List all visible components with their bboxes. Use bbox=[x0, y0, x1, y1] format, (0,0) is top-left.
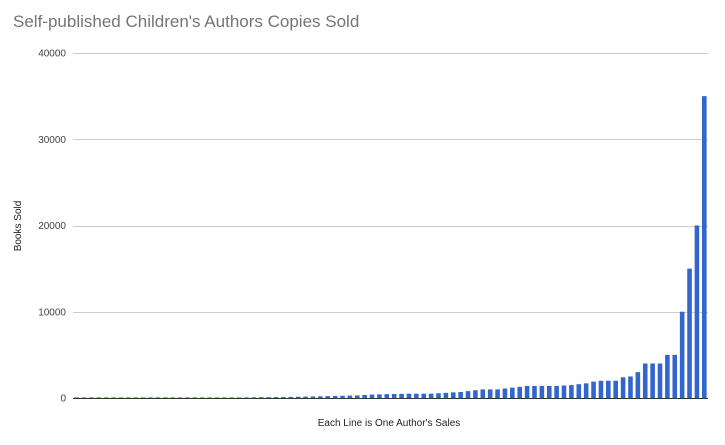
bar bbox=[118, 397, 124, 398]
bar bbox=[561, 385, 567, 398]
bar bbox=[192, 397, 198, 398]
bar bbox=[679, 311, 685, 398]
bar bbox=[650, 363, 655, 398]
bar bbox=[524, 385, 530, 398]
bar bbox=[665, 354, 670, 399]
bar bbox=[628, 376, 633, 398]
y-axis-label: Books Sold bbox=[13, 201, 24, 252]
bar bbox=[384, 394, 390, 398]
bar bbox=[642, 363, 648, 398]
bar bbox=[325, 396, 331, 398]
bar bbox=[694, 225, 700, 398]
bar bbox=[657, 363, 663, 398]
bar bbox=[140, 397, 146, 398]
bar bbox=[421, 393, 427, 398]
bar bbox=[251, 397, 257, 398]
y-tick-label: 0 bbox=[60, 394, 66, 405]
bar bbox=[569, 385, 574, 398]
bar bbox=[436, 393, 441, 398]
bar bbox=[185, 397, 190, 398]
bar bbox=[546, 385, 552, 398]
bar bbox=[244, 397, 249, 398]
bar bbox=[354, 395, 360, 398]
bar bbox=[606, 380, 611, 398]
bar bbox=[362, 394, 367, 398]
bar bbox=[340, 395, 345, 398]
bar bbox=[672, 354, 678, 399]
y-tick-label: 30000 bbox=[38, 135, 66, 146]
bar bbox=[199, 397, 205, 398]
bar bbox=[273, 397, 279, 398]
bar bbox=[598, 380, 604, 398]
bar bbox=[458, 391, 463, 398]
bar bbox=[163, 397, 168, 398]
bar bbox=[473, 390, 478, 398]
bar bbox=[111, 397, 116, 398]
bar bbox=[369, 394, 375, 398]
bar bbox=[170, 397, 175, 398]
bar bbox=[702, 96, 707, 399]
bar bbox=[207, 397, 212, 398]
bar bbox=[214, 397, 220, 398]
bar bbox=[539, 385, 545, 398]
y-tick-label: 10000 bbox=[38, 307, 66, 318]
chart-title: Self-published Children's Authors Copies… bbox=[13, 12, 360, 31]
gridlines bbox=[73, 53, 708, 313]
bar bbox=[74, 397, 79, 398]
bar bbox=[177, 397, 183, 398]
bar bbox=[635, 372, 641, 399]
bar bbox=[465, 391, 471, 398]
bar bbox=[318, 396, 323, 398]
bar bbox=[103, 397, 109, 398]
bar bbox=[281, 396, 286, 398]
bar bbox=[148, 397, 153, 398]
bar bbox=[414, 393, 419, 398]
y-tick-labels: 0 10000 20000 30000 40000 bbox=[38, 49, 66, 405]
y-tick-label: 40000 bbox=[38, 49, 66, 60]
bar bbox=[303, 396, 308, 398]
bar bbox=[222, 397, 227, 398]
bar bbox=[310, 396, 316, 398]
bar bbox=[288, 396, 294, 398]
bar bbox=[236, 397, 242, 398]
bar bbox=[480, 389, 486, 399]
bar bbox=[229, 397, 235, 398]
bar bbox=[510, 387, 515, 398]
bar bbox=[517, 386, 523, 398]
bar bbox=[502, 388, 508, 398]
bar bbox=[266, 397, 271, 398]
bar bbox=[687, 268, 692, 399]
bar bbox=[613, 380, 618, 398]
bar bbox=[391, 393, 397, 398]
bar bbox=[399, 393, 404, 398]
bar bbox=[295, 396, 301, 398]
bar bbox=[332, 395, 338, 398]
bar bbox=[259, 397, 264, 398]
bar bbox=[377, 394, 382, 398]
bar bbox=[133, 397, 139, 398]
bar bbox=[428, 393, 434, 398]
bar bbox=[89, 397, 94, 398]
bar bbox=[155, 397, 161, 398]
bar bbox=[620, 377, 626, 398]
bar bbox=[554, 385, 559, 398]
bar bbox=[532, 385, 537, 398]
y-tick-label: 20000 bbox=[38, 221, 66, 232]
x-axis-label: Each Line is One Author's Sales bbox=[318, 418, 461, 429]
bar bbox=[81, 397, 87, 398]
bar bbox=[487, 389, 493, 399]
bar bbox=[576, 384, 582, 398]
bar bbox=[583, 383, 589, 398]
bar bbox=[126, 397, 131, 398]
bar bbox=[450, 392, 456, 398]
bar bbox=[591, 381, 596, 398]
bar bbox=[347, 395, 353, 398]
bar bbox=[96, 397, 102, 398]
bars bbox=[74, 96, 707, 399]
bar bbox=[495, 389, 500, 399]
bar bbox=[406, 393, 412, 398]
bar bbox=[443, 392, 449, 398]
